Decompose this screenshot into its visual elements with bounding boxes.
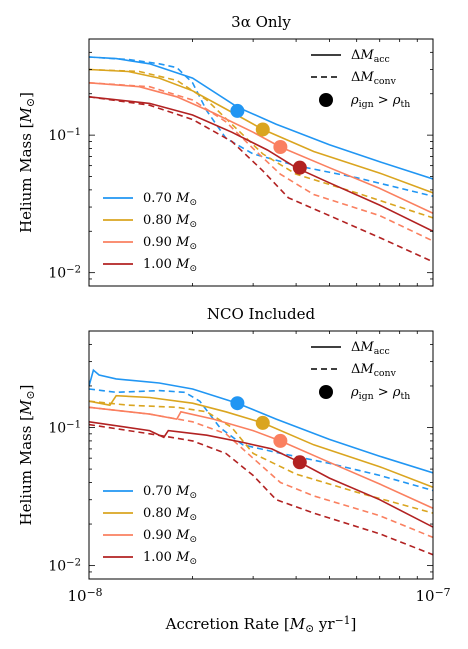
legend-marker [319, 385, 333, 399]
legend-conv-label: ΔMconv [351, 70, 397, 87]
legend-ign-label: ρign > ρth [350, 385, 410, 402]
legend-series-label-3: 0.90 M⊙ [143, 528, 197, 545]
chart-title: 3α Only [231, 13, 291, 31]
ignition-marker-4 [292, 455, 307, 470]
series-acc-line-3 [89, 406, 433, 510]
series-conv-line-4 [89, 423, 433, 556]
ignition-marker-2 [255, 415, 270, 430]
series-conv-line-4 [89, 96, 433, 263]
ignition-marker-2 [255, 122, 270, 137]
style-legend: ΔMacc ΔMconv ρign > ρth [311, 48, 410, 110]
series-acc-line-4 [89, 421, 433, 528]
series-conv-line-2 [89, 400, 433, 514]
series-acc-line-1 [89, 368, 433, 474]
legend-series-label-2: 0.80 M⊙ [143, 213, 197, 230]
legend-series-label-3: 0.90 M⊙ [143, 235, 197, 252]
chart-panel-1: 3α Only 10−2 10−1 Helium Mass [M⊙] ΔMacc ΔMco… [17, 13, 434, 287]
y-tick-label: 10−1 [48, 420, 81, 437]
series-acc-line-3 [89, 82, 433, 215]
legend-series-label-1: 0.70 M⊙ [143, 191, 197, 208]
legend-conv-label: ΔMconv [351, 362, 397, 379]
legend-series-label-1: 0.70 M⊙ [143, 484, 197, 501]
series-acc-line-2 [89, 68, 433, 194]
legend-acc-label: ΔMacc [351, 340, 390, 357]
legend-ign-label: ρign > ρth [350, 93, 410, 110]
y-axis-label: Helium Mass [M⊙] [17, 92, 37, 233]
ignition-marker-3 [273, 433, 288, 448]
series-acc-line-4 [89, 96, 433, 233]
y-tick-label: 10−1 [48, 127, 81, 144]
legend-series-label-2: 0.80 M⊙ [143, 506, 197, 523]
y-tick-label: 10−2 [48, 558, 81, 575]
legend-series-label-4: 1.00 M⊙ [143, 550, 197, 567]
mass-legend: 0.70 M⊙ 0.80 M⊙ 0.90 M⊙ 1.00 M⊙ [103, 484, 197, 567]
ignition-marker-1 [230, 103, 245, 118]
y-tick-label: 10−2 [48, 265, 81, 282]
legend-acc-label: ΔMacc [351, 48, 390, 65]
series-conv-line-3 [89, 82, 433, 242]
series-conv-line-2 [89, 68, 433, 219]
legend-marker [319, 93, 333, 107]
x-tick-label: 10−8 [67, 586, 102, 605]
plot-area [89, 56, 433, 263]
ignition-marker-3 [273, 139, 288, 154]
ignition-marker-1 [230, 396, 245, 411]
axes-frame [88, 38, 434, 287]
series-conv-line-1 [89, 56, 433, 197]
axes-frame [88, 330, 434, 580]
x-axis-label: Accretion Rate [M⊙ yr−1] [165, 614, 357, 635]
plot-area [89, 368, 433, 556]
series-acc-line-2 [89, 394, 433, 488]
chart-panel-2: NCO Included 10−2 10−1 10−8 10−7 Accretion Ra… [17, 305, 451, 635]
legend-series-label-4: 1.00 M⊙ [143, 257, 197, 274]
style-legend: ΔMacc ΔMconv ρign > ρth [311, 340, 410, 402]
chart-title: NCO Included [207, 305, 316, 323]
series-conv-line-1 [89, 388, 433, 492]
mass-legend: 0.70 M⊙ 0.80 M⊙ 0.90 M⊙ 1.00 M⊙ [103, 191, 197, 274]
x-tick-label: 10−7 [415, 586, 450, 605]
y-axis-label: Helium Mass [M⊙] [17, 385, 37, 526]
ignition-marker-4 [292, 160, 307, 175]
